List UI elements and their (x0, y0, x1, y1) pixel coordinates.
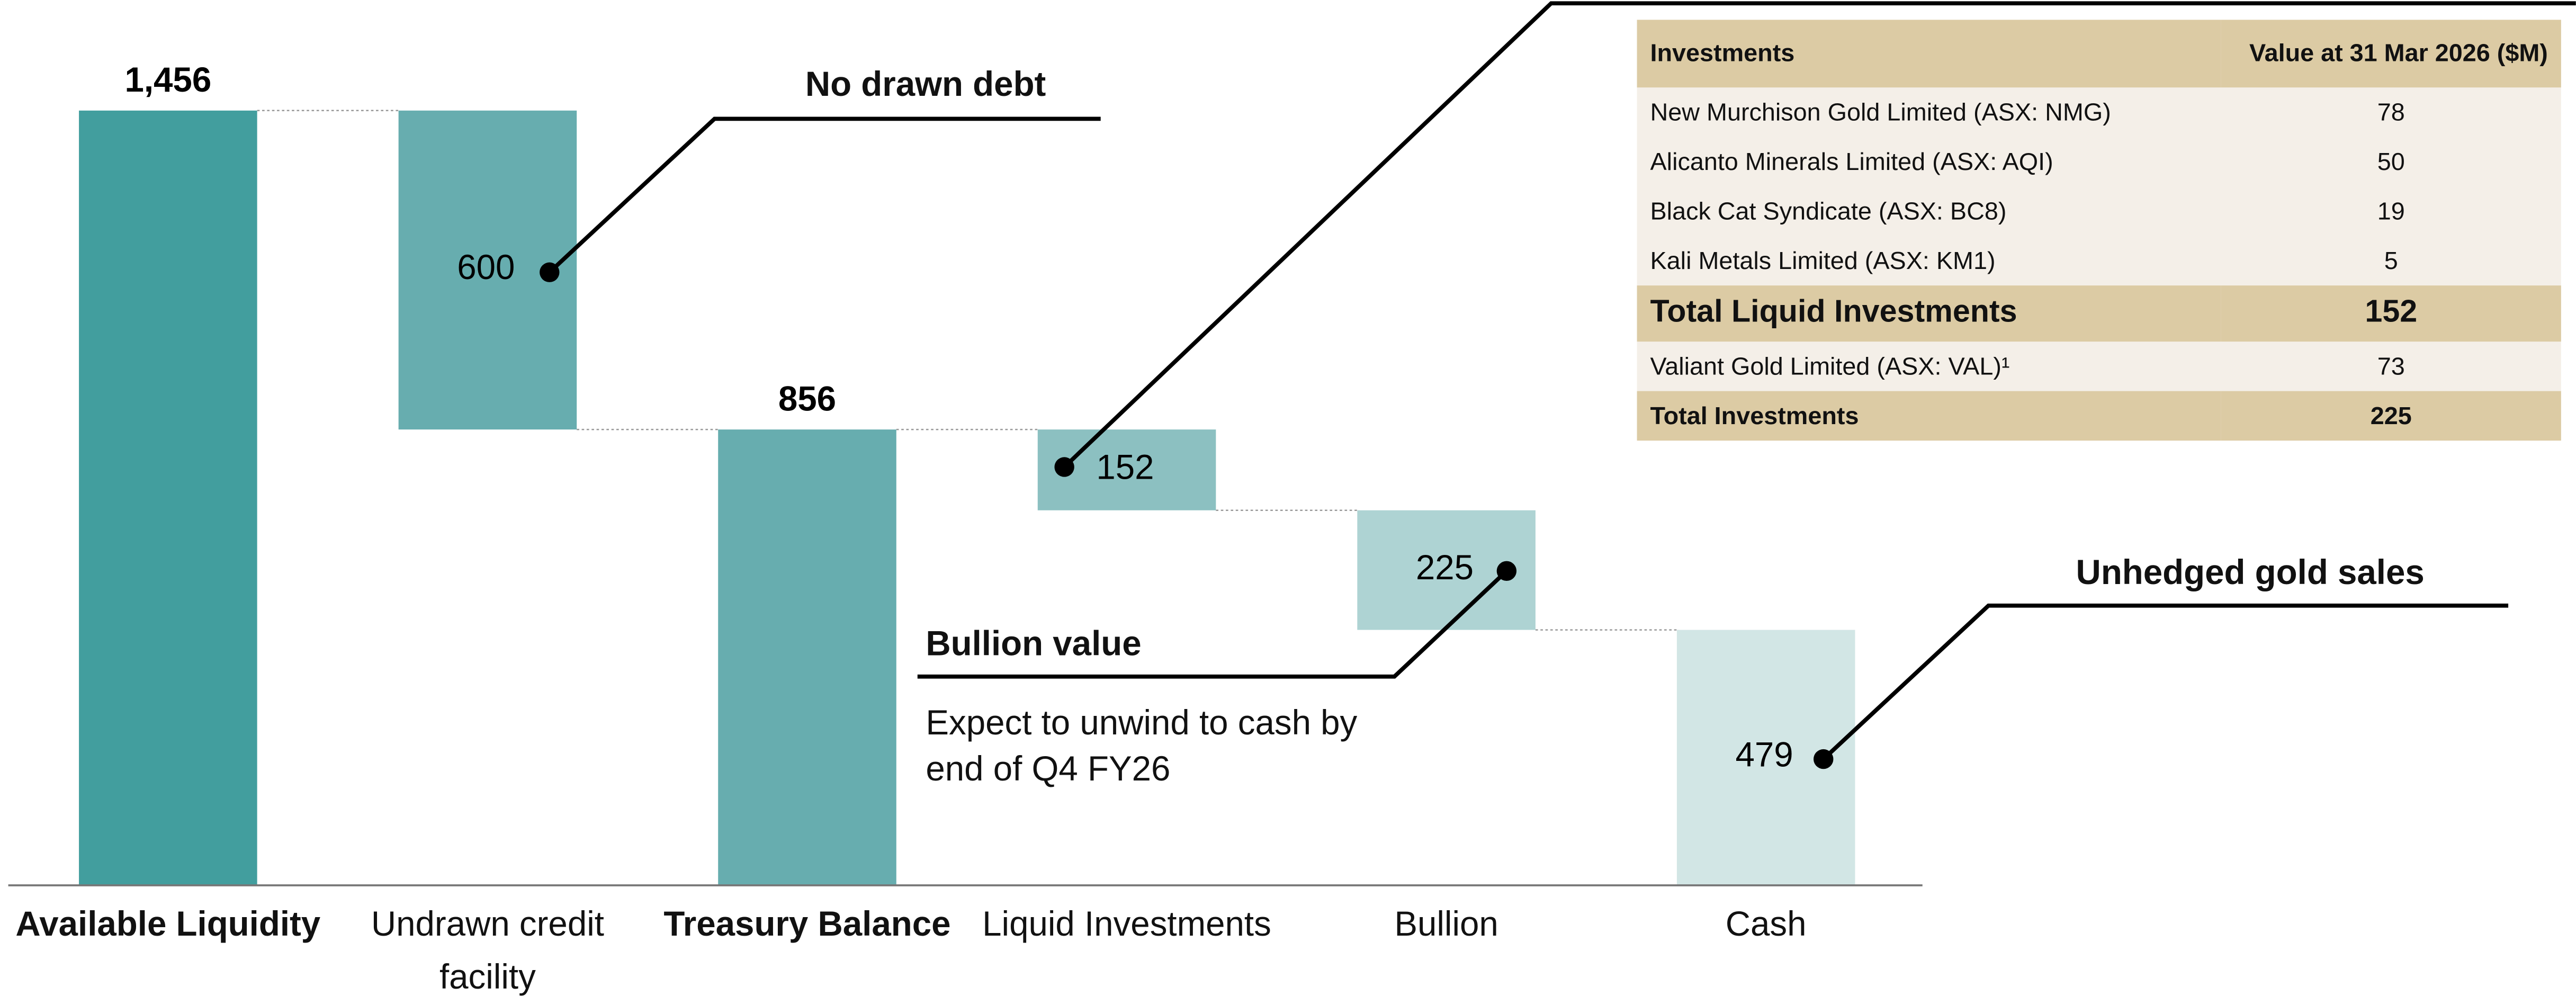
callout-dots (540, 262, 1834, 769)
category-label: Liquid Investments (982, 905, 1271, 944)
category-label: Available Liquidity (15, 905, 321, 944)
table-cell: 50 (2377, 147, 2405, 176)
category-label: Bullion (1394, 905, 1498, 944)
table-cell: Alicanto Minerals Limited (ASX: AQI) (1650, 147, 2053, 176)
bar (79, 110, 257, 885)
table-cell: New Murchison Gold Limited (ASX: NMG) (1650, 98, 2111, 127)
table-cell: Black Cat Syndicate (ASX: BC8) (1650, 197, 2007, 226)
data-label: 479 (1735, 735, 1793, 774)
annotation: Unhedged gold sales (2076, 554, 2425, 593)
table-header: Value at 31 Mar 2026 ($M) (2221, 20, 2561, 88)
category-label: Cash (1725, 905, 1807, 944)
annotation: Expect to unwind to cash by end of Q4 FY… (926, 704, 1358, 789)
category-label: Undrawn credit facility (371, 905, 604, 997)
annotation: Bullion value (926, 625, 1142, 663)
data-label: 225 (1416, 548, 1474, 587)
table-cell: Total Investments (1637, 391, 2221, 441)
table-row: Alicanto Minerals Limited (ASX: AQI) 50 (1637, 137, 2561, 186)
data-label: 600 (457, 248, 515, 286)
table-row: Kali Metals Limited (ASX: KM1) 5 (1637, 236, 2561, 285)
table-row: Total Investments 225 (1637, 391, 2561, 441)
data-label: 856 (778, 379, 836, 418)
table-row: New Murchison Gold Limited (ASX: NMG) 78 (1637, 87, 2561, 137)
bar (718, 429, 896, 885)
table-cell: 152 (2221, 285, 2561, 342)
data-label: 1,456 (124, 60, 211, 99)
category-label: Treasury Balance (663, 905, 951, 944)
annotation: No drawn debt (805, 66, 1046, 104)
table-cell: Kali Metals Limited (ASX: KM1) (1650, 246, 1996, 275)
table-cell: Total Liquid Investments (1637, 285, 2221, 342)
callouts (548, 1, 2576, 761)
table-cell: 19 (2377, 197, 2405, 226)
data-label: 152 (1096, 448, 1154, 487)
table-row: Black Cat Syndicate (ASX: BC8) 19 (1637, 186, 2561, 236)
table-cell: 225 (2221, 391, 2561, 441)
table-row: Total Liquid Investments 152 (1637, 285, 2561, 342)
table-cell: Valiant Gold Limited (ASX: VAL)¹ (1650, 352, 2010, 381)
table-cell: 5 (2384, 246, 2398, 275)
table-cell: 78 (2377, 98, 2405, 127)
table-row: Valiant Gold Limited (ASX: VAL)¹ 73 (1637, 342, 2561, 391)
table-cell: 73 (2377, 352, 2405, 381)
investments-table: Investments Value at 31 Mar 2026 ($M) New… (1637, 20, 2561, 441)
table-header: Investments (1637, 20, 2221, 88)
